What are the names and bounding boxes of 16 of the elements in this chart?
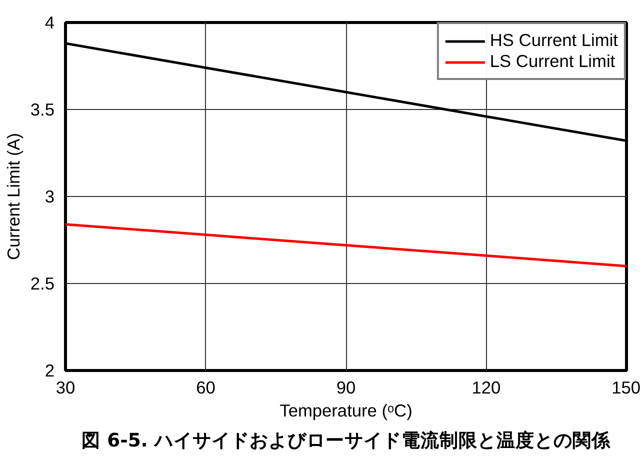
x-tick-label: 120 bbox=[472, 378, 501, 398]
y-tick-label: 2.5 bbox=[30, 274, 55, 294]
y-tick-label: 3.5 bbox=[30, 100, 55, 120]
x-axis-title: Temperature (ᵒC) bbox=[280, 400, 412, 420]
x-tick-label: 150 bbox=[612, 378, 641, 398]
legend-label: LS Current Limit bbox=[490, 51, 616, 72]
y-tick-label: 2 bbox=[44, 360, 55, 380]
x-tick-label: 60 bbox=[196, 378, 216, 398]
legend-label: HS Current Limit bbox=[490, 30, 618, 51]
line-series bbox=[66, 223, 626, 268]
y-tick-label: 4 bbox=[44, 12, 55, 32]
x-tick-label: 30 bbox=[56, 378, 76, 398]
y-tick-label: 3 bbox=[44, 186, 55, 206]
x-tick-label: 90 bbox=[336, 378, 356, 398]
y-axis-title: Current Limit (A) bbox=[3, 132, 24, 260]
text: 図 6-5. ハイサイドおよびローサイド電流制限と温度との関係 bbox=[82, 430, 612, 452]
